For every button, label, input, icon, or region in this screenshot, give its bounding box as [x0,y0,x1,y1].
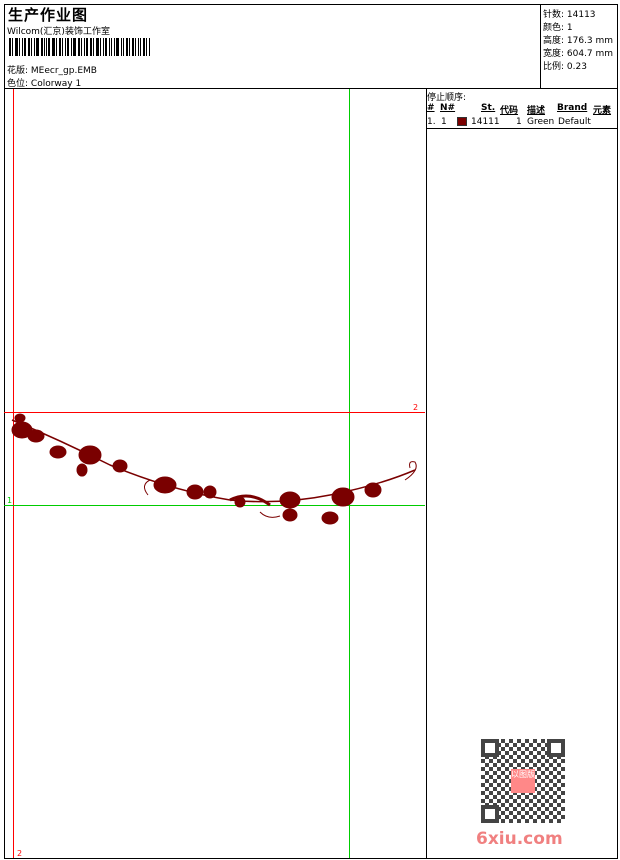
barcode-bar [21,38,23,56]
red-guide-label: 2 [413,403,418,412]
barcode-bar [46,38,48,56]
barcode-bar [116,38,120,56]
qr-finder [481,805,499,823]
barcode-bar [30,38,32,56]
barcode-bar [78,38,80,56]
row-brand: Default [558,117,591,127]
barcode-bar [71,38,73,56]
design-label: 花版: [7,66,29,76]
row-needle: 1 [441,117,447,127]
embroidery-vine [11,413,417,525]
col-description: 描述 [527,106,546,116]
barcode-bar [102,38,104,56]
barcode-bar [14,38,18,56]
barcode-bar [35,38,39,56]
barcode-bar [95,38,99,56]
barcode-bar [138,38,140,56]
red-vertical-label: 2 [17,849,22,858]
col-number: # [427,103,435,113]
barcode-bar [132,38,135,56]
barcode-bar [104,38,107,56]
barcode-bar [56,38,58,56]
barcode-bar [59,38,62,56]
barcode-bar [126,38,129,56]
barcode-bar [121,38,123,56]
barcode-bar [110,38,112,56]
qr-finder [547,739,565,757]
barcode-bar [80,38,82,56]
col-needle: N# [440,103,456,113]
barcode-bar [73,38,77,56]
barcode-bar [89,38,92,56]
barcode-bar [146,38,148,56]
barcode-bar [129,38,131,56]
page-title: 生产作业图 [8,6,89,24]
header-divider [4,88,618,89]
barcode-bar [135,38,137,56]
barcode-bar [27,38,30,56]
col-brand: Brand [557,103,588,113]
barcode-bar [48,38,51,56]
design-file: 花版: MEecr_gp.EMB [7,63,97,76]
barcode-bar [18,38,20,56]
stop-sequence-divider [426,128,618,129]
barcode-bar [43,38,45,56]
stop-sequence-title: 停止顺序: [427,93,467,103]
col-element: 元素 [593,106,612,116]
barcode-bar [113,38,116,56]
row-stitches: 14111 [471,117,500,127]
barcode-bar [108,38,110,56]
col-stitches: St. [481,103,496,113]
barcode-bar [85,38,88,56]
barcode-bar [33,38,35,56]
company-name: Wilcom(汇京)装饰工作室 [7,27,110,37]
qr-code: 以图版 [481,739,565,823]
stitch-count: 针数: 14113 [543,10,596,20]
page-frame [4,4,618,859]
qr-stamp: 以图版 [511,769,535,793]
barcode-bar [92,38,94,56]
panel-divider [426,88,427,859]
barcode-bar [52,38,56,56]
info-divider [540,4,541,88]
barcode-bar [140,38,142,56]
barcode-bar [67,38,70,56]
color-count: 颜色: 1 [543,23,573,33]
design-scale: 比例: 0.23 [543,62,587,72]
color-swatch [457,117,467,126]
barcode-bar [62,38,64,56]
colorway-value: Colorway 1 [30,79,82,89]
barcode-bar [11,38,13,56]
row-index: 1. [427,117,436,127]
barcode-bar [65,38,67,56]
qr-finder [481,739,499,757]
barcode-bar [9,38,11,56]
watermark-site: 6xiu.com [476,829,563,849]
design-value: MEecr_gp.EMB [30,66,97,76]
barcode-bar [83,38,85,56]
design-height: 高度: 176.3 mm [543,36,614,46]
barcode-bar [143,38,146,56]
colorway: 色位: Colorway 1 [7,76,81,89]
col-code: 代码 [500,106,519,116]
colorway-label: 色位: [7,79,29,89]
green-guide-label: 1 [7,496,12,505]
row-description: Green [527,117,555,127]
barcode-bar [149,38,151,56]
design-width: 宽度: 604.7 mm [543,49,614,59]
barcode-bar [23,38,26,56]
barcode [9,38,151,56]
barcode-bar [99,38,101,56]
row-code: 1 [516,117,522,127]
barcode-bar [123,38,125,56]
barcode-bar [40,38,43,56]
